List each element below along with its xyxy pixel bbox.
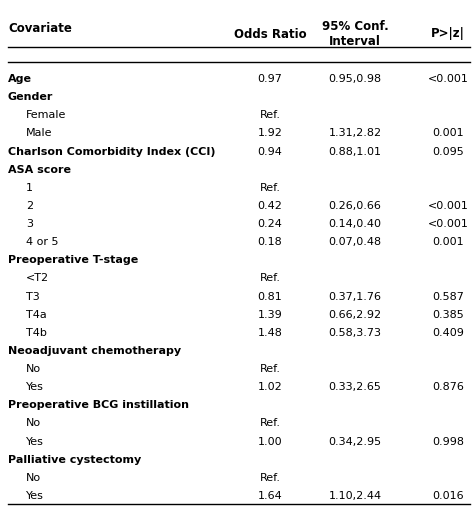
Text: No: No bbox=[26, 363, 41, 373]
Text: Age: Age bbox=[8, 74, 32, 84]
Text: Ref.: Ref. bbox=[259, 363, 281, 373]
Text: Male: Male bbox=[26, 128, 53, 138]
Text: 0.001: 0.001 bbox=[432, 237, 464, 247]
Text: 1.92: 1.92 bbox=[257, 128, 283, 138]
Text: Ref.: Ref. bbox=[259, 273, 281, 283]
Text: 0.33,2.65: 0.33,2.65 bbox=[328, 381, 382, 391]
Text: 1.48: 1.48 bbox=[257, 327, 283, 337]
Text: <0.001: <0.001 bbox=[428, 201, 468, 211]
Text: 1.10,2.44: 1.10,2.44 bbox=[328, 490, 382, 500]
Text: 0.095: 0.095 bbox=[432, 146, 464, 156]
Text: 0.34,2.95: 0.34,2.95 bbox=[328, 436, 382, 446]
Text: T4b: T4b bbox=[26, 327, 47, 337]
Text: 0.385: 0.385 bbox=[432, 309, 464, 319]
Text: T4a: T4a bbox=[26, 309, 47, 319]
Text: 0.81: 0.81 bbox=[258, 291, 283, 301]
Text: Ref.: Ref. bbox=[259, 110, 281, 120]
Text: Neoadjuvant chemotherapy: Neoadjuvant chemotherapy bbox=[8, 345, 181, 355]
Text: 0.58,3.73: 0.58,3.73 bbox=[328, 327, 382, 337]
Text: 4 or 5: 4 or 5 bbox=[26, 237, 58, 247]
Text: Preoperative BCG instillation: Preoperative BCG instillation bbox=[8, 400, 189, 410]
Text: ASA score: ASA score bbox=[8, 164, 71, 175]
Text: 1.31,2.82: 1.31,2.82 bbox=[328, 128, 382, 138]
Text: T3: T3 bbox=[26, 291, 40, 301]
Text: 0.24: 0.24 bbox=[257, 219, 283, 229]
Text: Charlson Comorbidity Index (CCI): Charlson Comorbidity Index (CCI) bbox=[8, 146, 216, 156]
Text: 0.876: 0.876 bbox=[432, 381, 464, 391]
Text: 0.14,0.40: 0.14,0.40 bbox=[328, 219, 382, 229]
Text: 0.001: 0.001 bbox=[432, 128, 464, 138]
Text: Female: Female bbox=[26, 110, 66, 120]
Text: 95% Conf.
Interval: 95% Conf. Interval bbox=[322, 20, 388, 48]
Text: Yes: Yes bbox=[26, 490, 44, 500]
Text: 0.37,1.76: 0.37,1.76 bbox=[328, 291, 382, 301]
Text: P>|z|: P>|z| bbox=[431, 27, 465, 40]
Text: 0.26,0.66: 0.26,0.66 bbox=[328, 201, 382, 211]
Text: Yes: Yes bbox=[26, 381, 44, 391]
Text: 1.02: 1.02 bbox=[258, 381, 283, 391]
Text: 0.94: 0.94 bbox=[257, 146, 283, 156]
Text: 0.587: 0.587 bbox=[432, 291, 464, 301]
Text: 0.07,0.48: 0.07,0.48 bbox=[328, 237, 382, 247]
Text: 1.00: 1.00 bbox=[258, 436, 283, 446]
Text: 2: 2 bbox=[26, 201, 33, 211]
Text: <0.001: <0.001 bbox=[428, 74, 468, 84]
Text: <0.001: <0.001 bbox=[428, 219, 468, 229]
Text: 0.97: 0.97 bbox=[257, 74, 283, 84]
Text: Covariate: Covariate bbox=[8, 22, 72, 35]
Text: 1.39: 1.39 bbox=[258, 309, 283, 319]
Text: 0.66,2.92: 0.66,2.92 bbox=[328, 309, 382, 319]
Text: No: No bbox=[26, 417, 41, 428]
Text: <T2: <T2 bbox=[26, 273, 49, 283]
Text: No: No bbox=[26, 472, 41, 482]
Text: Odds Ratio: Odds Ratio bbox=[234, 27, 306, 40]
Text: 0.18: 0.18 bbox=[258, 237, 283, 247]
Text: Ref.: Ref. bbox=[259, 182, 281, 192]
Text: Palliative cystectomy: Palliative cystectomy bbox=[8, 454, 141, 464]
Text: 1: 1 bbox=[26, 182, 33, 192]
Text: 0.016: 0.016 bbox=[432, 490, 464, 500]
Text: Gender: Gender bbox=[8, 92, 54, 102]
Text: 3: 3 bbox=[26, 219, 33, 229]
Text: Ref.: Ref. bbox=[259, 417, 281, 428]
Text: 0.42: 0.42 bbox=[257, 201, 283, 211]
Text: 1.64: 1.64 bbox=[258, 490, 283, 500]
Text: Yes: Yes bbox=[26, 436, 44, 446]
Text: 0.998: 0.998 bbox=[432, 436, 464, 446]
Text: Ref.: Ref. bbox=[259, 472, 281, 482]
Text: 0.88,1.01: 0.88,1.01 bbox=[328, 146, 382, 156]
Text: Preoperative T-stage: Preoperative T-stage bbox=[8, 255, 138, 265]
Text: 0.95,0.98: 0.95,0.98 bbox=[328, 74, 382, 84]
Text: 0.409: 0.409 bbox=[432, 327, 464, 337]
